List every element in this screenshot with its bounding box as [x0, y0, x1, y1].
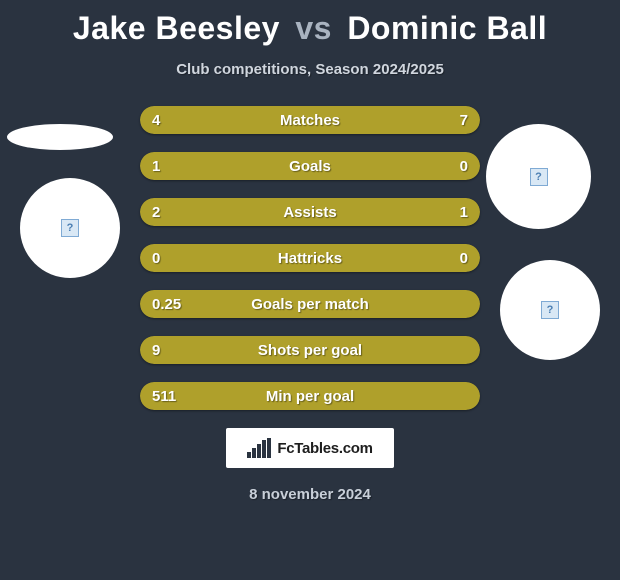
placeholder-icon — [61, 219, 79, 237]
competition-subtitle: Club competitions, Season 2024/2025 — [0, 61, 620, 78]
decor-circle-right-top — [486, 124, 591, 229]
decor-ellipse-top-left — [7, 124, 113, 150]
stat-value-left: 4 — [152, 106, 160, 134]
stat-bar-seg-right — [402, 152, 480, 180]
vs-separator: vs — [295, 10, 332, 46]
player2-name: Dominic Ball — [347, 10, 547, 46]
stat-bar-seg-full — [140, 290, 480, 318]
stat-value-left: 1 — [152, 152, 160, 180]
stat-bar-row: 00Hattricks — [140, 244, 480, 272]
stat-bar-seg-full — [140, 336, 480, 364]
stat-value-right: 7 — [460, 106, 468, 134]
stat-bars-container: 47Matches10Goals21Assists00Hattricks0.25… — [140, 106, 480, 410]
placeholder-icon — [541, 301, 559, 319]
comparison-title: Jake Beesley vs Dominic Ball — [0, 0, 620, 47]
brand-chart-icon — [247, 438, 271, 458]
stat-bar-row: 511Min per goal — [140, 382, 480, 410]
stat-value-right: 1 — [460, 198, 468, 226]
stat-value-left: 0.25 — [152, 290, 181, 318]
brand-box: FcTables.com — [226, 428, 394, 468]
stat-bar-row: 10Goals — [140, 152, 480, 180]
stat-bar-row: 9Shots per goal — [140, 336, 480, 364]
stat-bar-row: 0.25Goals per match — [140, 290, 480, 318]
stat-value-left: 0 — [152, 244, 160, 272]
stat-bar-seg-full — [140, 382, 480, 410]
brand-text: FcTables.com — [277, 440, 372, 457]
stat-bar-row: 47Matches — [140, 106, 480, 134]
decor-circle-right-bottom — [500, 260, 600, 360]
player1-name: Jake Beesley — [73, 10, 280, 46]
decor-circle-left — [20, 178, 120, 278]
stat-value-left: 9 — [152, 336, 160, 364]
placeholder-icon — [530, 168, 548, 186]
date-caption: 8 november 2024 — [0, 486, 620, 503]
stat-bar-row: 21Assists — [140, 198, 480, 226]
stat-value-left: 511 — [152, 382, 176, 410]
stat-bar-seg-left — [140, 198, 368, 226]
stat-bar-seg-right — [310, 244, 480, 272]
stat-bar-seg-right — [262, 106, 480, 134]
stat-value-right: 0 — [460, 244, 468, 272]
stat-bar-seg-left — [140, 244, 310, 272]
stat-bar-seg-left — [140, 152, 402, 180]
stat-value-left: 2 — [152, 198, 160, 226]
stat-value-right: 0 — [460, 152, 468, 180]
